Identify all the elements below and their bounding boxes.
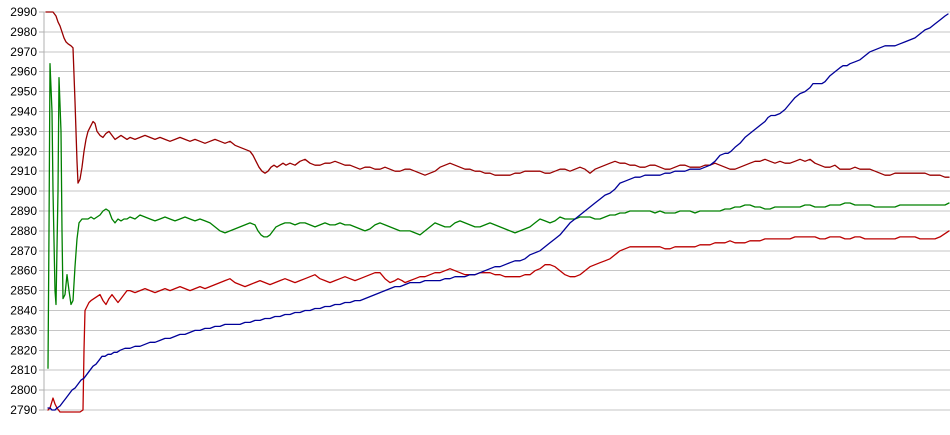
y-axis-tick-label: 2790 [10,403,37,417]
y-axis-tick-label: 2990 [10,5,37,19]
y-axis-tick-label: 2910 [10,164,37,178]
y-axis-tick-label: 2920 [10,144,37,158]
y-axis-tick-label: 2810 [10,363,37,377]
y-axis-tick-label: 2970 [10,45,37,59]
y-axis-tick-label: 2850 [10,284,37,298]
y-axis-tick-label: 2930 [10,124,37,138]
y-axis-tick-label: 2870 [10,244,37,258]
y-axis-tick-label: 2980 [10,25,37,39]
y-axis-tick-label: 2830 [10,323,37,337]
y-axis-tick-label: 2950 [10,85,37,99]
y-axis-tick-label: 2960 [10,65,37,79]
y-axis-tick-label: 2800 [10,383,37,397]
y-axis-tick-label: 2890 [10,204,37,218]
green-line-series [47,63,950,369]
dark-red-line-series [45,11,950,184]
y-axis-tick-label: 2840 [10,304,37,318]
y-axis-tick-label: 2940 [10,105,37,119]
y-axis-tick-label: 2900 [10,184,37,198]
red-line-series [47,230,950,413]
blue-line-series [47,13,949,411]
y-axis-tick-label: 2880 [10,224,37,238]
y-axis-tick-label: 2820 [10,343,37,357]
y-axis-tick-label: 2860 [10,264,37,278]
